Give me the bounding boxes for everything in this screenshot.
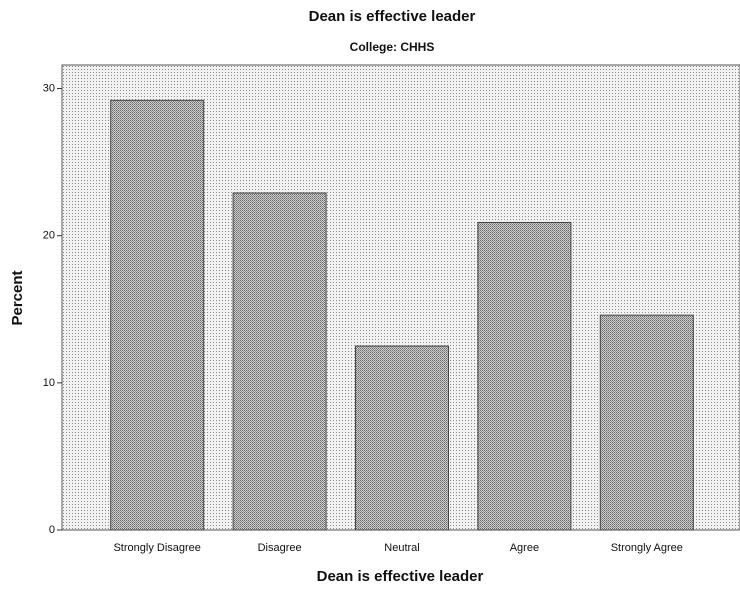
y-tick-label: 30 bbox=[43, 82, 55, 94]
y-tick-label: 20 bbox=[43, 230, 55, 242]
y-tick-label: 0 bbox=[49, 524, 55, 536]
x-tick-label: Strongly Disagree bbox=[113, 542, 200, 554]
y-tick-label: 10 bbox=[43, 377, 55, 389]
x-tick-label: Strongly Agree bbox=[611, 542, 683, 554]
bar bbox=[232, 192, 327, 531]
bar bbox=[599, 314, 694, 531]
bar bbox=[110, 99, 205, 531]
y-axis-label: Percent bbox=[9, 270, 26, 325]
chart-title: Dean is effective leader bbox=[309, 8, 476, 25]
x-tick-label: Neutral bbox=[384, 542, 419, 554]
bar bbox=[477, 221, 572, 531]
x-tick-label: Disagree bbox=[258, 542, 302, 554]
x-axis-label: Dean is effective leader bbox=[317, 568, 484, 585]
chart-subtitle: College: CHHS bbox=[350, 40, 435, 54]
x-tick-label: Agree bbox=[510, 542, 539, 554]
bar bbox=[354, 345, 450, 531]
